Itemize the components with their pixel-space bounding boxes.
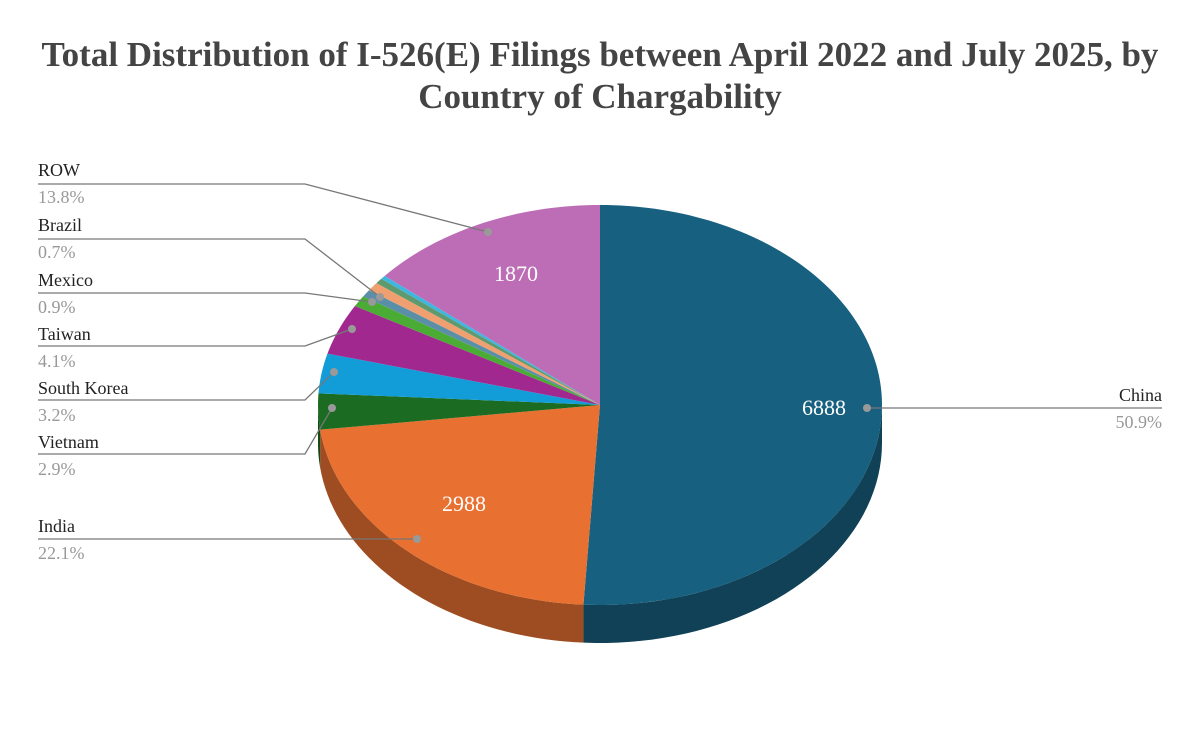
label-percent-india: 22.1% xyxy=(38,543,85,563)
label-percent-taiwan: 4.1% xyxy=(38,351,76,371)
label-name-india: India xyxy=(38,516,75,536)
label-percent-brazil: 0.7% xyxy=(38,242,76,262)
label-name-row: ROW xyxy=(38,160,80,180)
value-label-india: 2988 xyxy=(442,491,486,516)
label-name-south-korea: South Korea xyxy=(38,378,128,398)
leader-line-row xyxy=(38,183,489,233)
slice-side-china xyxy=(583,405,882,643)
slice-mexico xyxy=(354,296,600,405)
value-label-china: 6888 xyxy=(802,395,846,420)
leader-dot-brazil xyxy=(376,293,384,301)
slice-south-korea xyxy=(318,353,600,405)
leader-dot-vietnam xyxy=(328,404,336,412)
slice-other xyxy=(363,290,600,405)
leader-line-south-korea xyxy=(38,371,335,401)
label-percent-south-korea: 3.2% xyxy=(38,405,76,425)
label-name-mexico: Mexico xyxy=(38,270,93,290)
leader-line-taiwan xyxy=(38,328,353,347)
leader-dot-mexico xyxy=(368,298,376,306)
label-name-brazil: Brazil xyxy=(38,215,82,235)
value-label-row: 1870 xyxy=(494,261,538,286)
leader-dot-row xyxy=(484,228,492,236)
label-percent-china: 50.9% xyxy=(1116,412,1163,432)
leader-line-mexico xyxy=(38,292,373,303)
slice-vietnam xyxy=(318,393,600,430)
chart-title: Total Distribution of I-526(E) Filings b… xyxy=(41,35,1159,116)
slice-brazil xyxy=(369,283,600,405)
slice-china xyxy=(583,205,882,605)
leader-dot-taiwan xyxy=(348,325,356,333)
slice-india xyxy=(320,405,600,605)
leader-dot-south-korea xyxy=(330,368,338,376)
slice-side-india xyxy=(320,429,584,643)
leader-line-vietnam xyxy=(38,407,333,455)
leader-line-brazil xyxy=(38,238,381,298)
slice-other xyxy=(376,278,600,405)
slice-other xyxy=(381,275,600,405)
leader-dot-china xyxy=(863,404,871,412)
label-name-taiwan: Taiwan xyxy=(38,324,91,344)
label-percent-row: 13.8% xyxy=(38,187,85,207)
label-percent-vietnam: 2.9% xyxy=(38,459,76,479)
slice-row xyxy=(384,205,600,405)
label-name-china: China xyxy=(1119,385,1162,405)
label-name-vietnam: Vietnam xyxy=(38,432,99,452)
slice-side-vietnam xyxy=(318,405,321,468)
label-percent-mexico: 0.9% xyxy=(38,297,76,317)
slice-taiwan xyxy=(327,306,600,405)
leader-dot-india xyxy=(413,535,421,543)
